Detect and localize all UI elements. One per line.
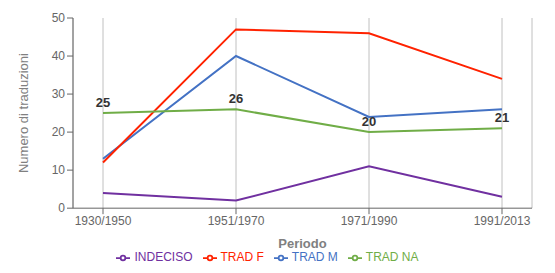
html-text:TRAD M: TRAD M [291,250,338,265]
svg-text:26: 26 [229,91,243,106]
svg-text:1971/1990: 1971/1990 [341,214,398,228]
svg-text:21: 21 [495,110,509,125]
svg-text:10: 10 [52,163,66,177]
svg-text:0: 0 [58,201,65,215]
svg-text:Numero di traduzioni: Numero di traduzioni [16,53,31,173]
svg-text:20: 20 [362,114,376,129]
html-text:INDECISO: INDECISO [134,250,193,265]
html-text:TRAD NA: TRAD NA [365,250,419,265]
svg-text:40: 40 [52,49,66,63]
svg-text:1951/1970: 1951/1970 [208,214,265,228]
svg-text:20: 20 [52,125,66,139]
svg-text:30: 30 [52,87,66,101]
svg-text:1991/2013: 1991/2013 [474,214,531,228]
svg-text:Periodo: Periodo [278,236,326,251]
svg-text:50: 50 [52,11,66,25]
html-text:TRAD F: TRAD F [220,250,264,265]
svg-text:25: 25 [96,95,110,110]
svg-text:1930/1950: 1930/1950 [75,214,132,228]
